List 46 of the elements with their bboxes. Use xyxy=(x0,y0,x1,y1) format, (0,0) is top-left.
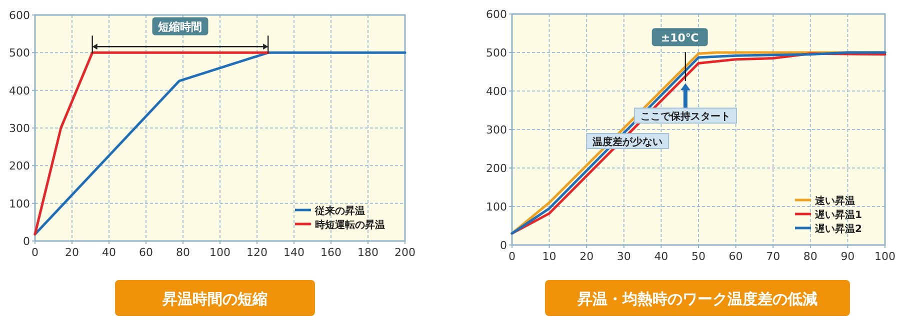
text: 昇温・均熱時のワーク温度差の低減 xyxy=(576,290,818,308)
y-tick-label: 400 xyxy=(486,85,507,98)
x-tick-label: 120 xyxy=(246,246,268,259)
x-tick-label: 200 xyxy=(394,246,416,259)
x-tick-label: 50 xyxy=(692,250,706,263)
x-tick-label: 40 xyxy=(102,246,116,259)
legend-label: 遅い昇温1 xyxy=(814,209,862,221)
text: 昇温時間の短縮 xyxy=(162,290,268,308)
x-tick-label: 90 xyxy=(840,250,855,263)
annotation: 短縮時間 xyxy=(157,20,202,34)
y-tick-label: 100 xyxy=(486,200,507,214)
legend-label: 従来の昇温 xyxy=(314,205,365,217)
x-tick-label: 140 xyxy=(284,246,304,259)
legend-label: 時短運転の昇温 xyxy=(315,219,385,231)
x-tick-label: 180 xyxy=(358,246,378,259)
x-tick-label: 0 xyxy=(508,250,516,263)
x-tick-label: 0 xyxy=(32,246,38,259)
legend-label: 遅い昇温2 xyxy=(814,223,862,235)
x-tick-label: 20 xyxy=(65,246,79,259)
x-tick-label: 40 xyxy=(654,250,668,263)
x-tick-label: 100 xyxy=(874,250,896,263)
y-tick-label: 500 xyxy=(9,46,30,60)
y-tick-label: 600 xyxy=(486,8,507,21)
y-tick-label: 200 xyxy=(9,160,30,173)
x-tick-label: 100 xyxy=(210,246,230,259)
annotation: 温度差が少ない xyxy=(592,136,663,148)
x-tick-label: 60 xyxy=(728,250,743,263)
y-tick-label: 500 xyxy=(486,46,507,60)
x-tick-label: 70 xyxy=(766,250,780,263)
y-tick-label: 300 xyxy=(486,124,507,136)
annotation: ±10℃ xyxy=(660,31,699,44)
x-tick-label: 60 xyxy=(139,246,153,259)
x-tick-label: 80 xyxy=(803,250,818,263)
annotation: ここで保持スタート xyxy=(640,110,730,122)
y-tick-label: 600 xyxy=(9,9,30,22)
y-tick-label: 300 xyxy=(9,122,30,135)
x-tick-label: 30 xyxy=(616,250,631,263)
x-tick-label: 80 xyxy=(176,246,190,259)
x-tick-label: 10 xyxy=(542,250,556,263)
y-tick-label: 200 xyxy=(486,162,507,175)
y-tick-label: 400 xyxy=(9,84,30,98)
legend-label: 速い昇温 xyxy=(814,195,855,207)
x-tick-label: 160 xyxy=(320,246,342,259)
y-tick-label: 100 xyxy=(9,197,30,210)
x-tick-label: 20 xyxy=(580,250,594,263)
y-tick-label: 0 xyxy=(23,235,30,248)
